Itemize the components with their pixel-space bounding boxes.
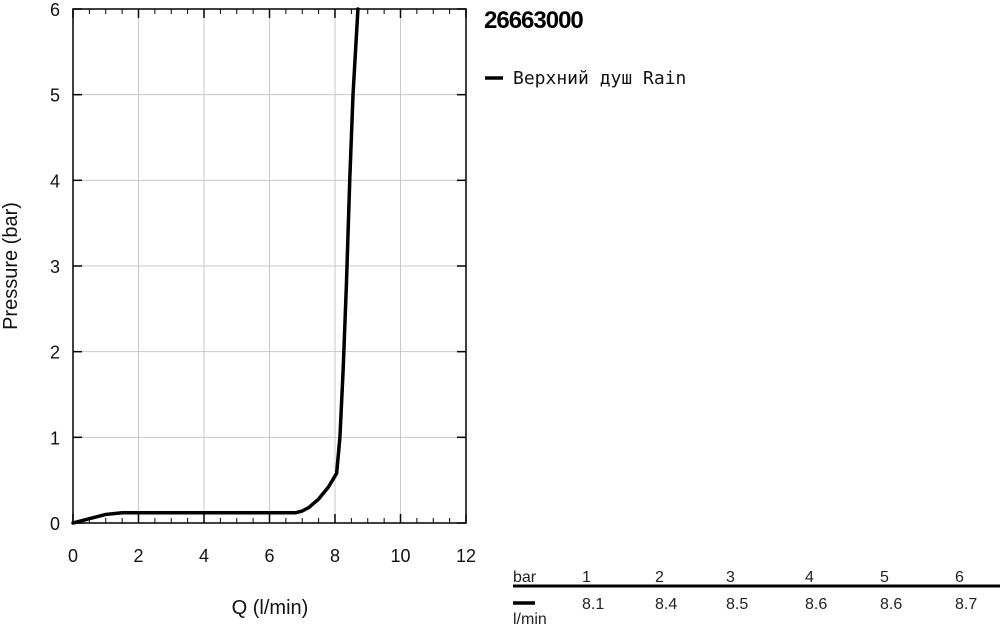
legend-label: Верхний душ Rain [513,68,686,89]
series-line-0 [71,7,360,525]
y-tick-label: 6 [50,0,60,20]
table-flow-cell: 8.6 [880,596,902,613]
table-header-lmin: l/min [513,611,547,627]
y-tick-label: 5 [50,86,60,106]
x-tick-label: 4 [199,546,209,566]
flow-table: bar l/min 1 2 3 4 5 6 8.1 8.4 8.5 8.6 8.6 8.7 [513,569,1000,627]
table-flow-cell: 8.1 [582,596,604,613]
table-flow-cell: 8.7 [955,596,977,613]
plot-frame [72,8,467,524]
y-tick-label: 3 [50,257,60,277]
table-pressure-cell: 3 [726,569,735,586]
table-pressure-cell: 6 [955,569,964,586]
chart-title: 26663000 [484,7,583,34]
table-flow-cell: 8.4 [655,596,677,613]
table-pressure-cell: 2 [655,569,664,586]
x-tick-label: 12 [456,546,476,566]
x-tick-label: 6 [264,546,274,566]
x-tick-label: 10 [390,546,410,566]
table-header-bar: bar [513,569,537,586]
y-axis-title: Pressure (bar) [0,202,22,330]
x-tick-label: 0 [68,546,78,566]
x-tick-label: 2 [133,546,143,566]
table-pressure-cell: 4 [805,569,814,586]
table-flow-cell: 8.6 [805,596,827,613]
table-pressure-cell: 5 [880,569,889,586]
x-tick-label: 8 [330,546,340,566]
x-axis-title: Q (l/min) [232,597,309,619]
y-tick-label: 1 [50,428,60,448]
table-pressure-cell: 1 [582,569,591,586]
table-flow-cell: 8.5 [726,596,748,613]
y-tick-label: 0 [50,514,60,534]
y-tick-label: 2 [50,343,60,363]
grid [73,9,466,523]
y-tick-label: 4 [50,171,60,191]
